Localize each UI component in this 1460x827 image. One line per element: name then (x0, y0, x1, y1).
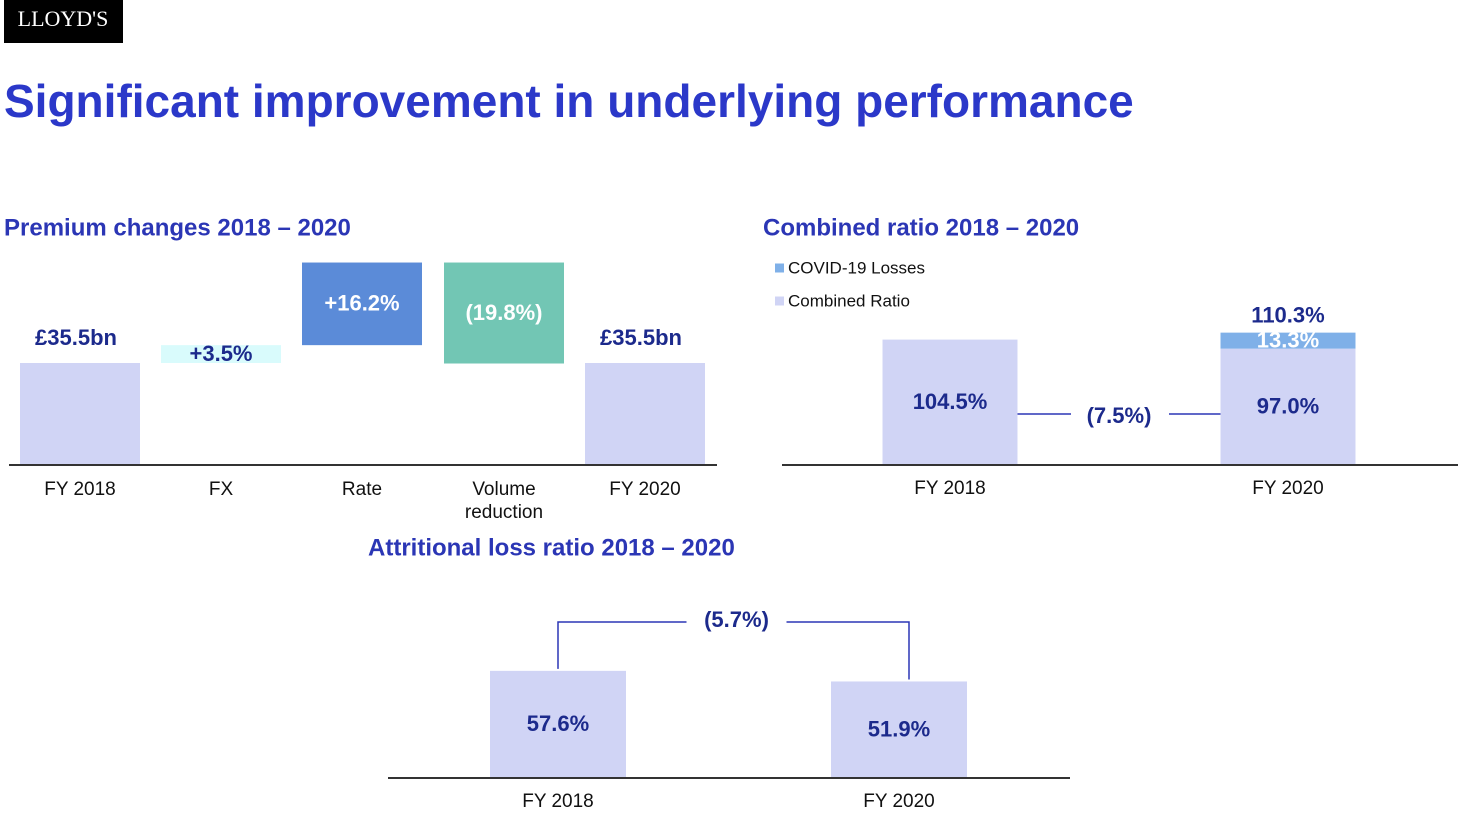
bracket (557, 621, 687, 669)
legend-label: Combined Ratio (788, 291, 910, 310)
x-tick-label: FY 2018 (914, 478, 985, 499)
data-label: 51.9% (868, 717, 930, 742)
chart-title: Premium changes 2018 – 2020 (4, 214, 351, 241)
x-tick-label: Volume reduction (464, 479, 544, 523)
x-tick-label: FY 2020 (1252, 478, 1323, 499)
data-label: 110.3% (1251, 302, 1324, 327)
x-tick-label: FY 2018 (44, 479, 116, 500)
chart-title: Attritional loss ratio 2018 – 2020 (368, 534, 735, 561)
data-label: 104.5% (913, 389, 988, 414)
bar-segment (882, 339, 1018, 465)
bar-segment (1220, 332, 1356, 349)
logo-box (4, 0, 123, 43)
data-label: (5.7%) (704, 607, 769, 632)
x-tick-label: Rate (341, 479, 383, 500)
data-label: 57.6% (527, 711, 589, 736)
legend-swatch (775, 263, 784, 273)
data-label: (7.5%) (1087, 403, 1152, 428)
data-label: £35.5bn (600, 325, 682, 350)
data-label: (19.8%) (465, 300, 542, 325)
data-label: +3.5% (190, 341, 253, 366)
bar-segment (1220, 348, 1356, 465)
bar (161, 345, 281, 363)
bar (585, 363, 705, 465)
x-tick-label: FY 2020 (863, 791, 934, 812)
slide-title: Significant improvement in underlying pe… (4, 75, 1134, 127)
data-label: 97.0% (1257, 394, 1319, 419)
data-label: +16.2% (324, 291, 399, 316)
legend-label: COVID-19 Losses (788, 258, 925, 277)
bar (20, 363, 140, 465)
logo: LLOYD'S (18, 6, 109, 31)
legend-swatch (775, 296, 784, 306)
bracket (786, 621, 910, 680)
chart-title: Combined ratio 2018 – 2020 (763, 214, 1079, 241)
x-tick-label: FX (208, 479, 234, 500)
data-label: £35.5bn (35, 325, 117, 350)
bar (302, 262, 422, 346)
data-label: 13.3% (1257, 327, 1319, 352)
bar (490, 670, 626, 778)
x-tick-label: FY 2020 (609, 479, 681, 500)
bar (444, 262, 564, 364)
bar (831, 681, 967, 778)
x-tick-label: FY 2018 (522, 791, 593, 812)
